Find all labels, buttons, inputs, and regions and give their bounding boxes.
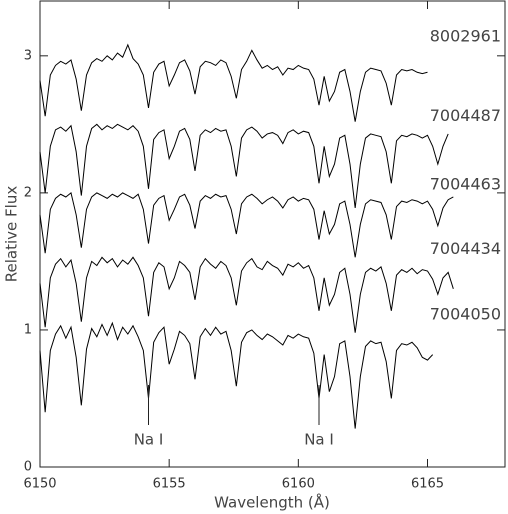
y-tick-label: 0	[24, 460, 32, 475]
spectrum-line	[39, 43, 428, 122]
annotation: Na I	[304, 431, 334, 449]
y-tick-label: 1	[24, 322, 32, 337]
x-tick-label: 6165	[411, 477, 444, 492]
spectrum-line	[39, 321, 434, 429]
x-tick-label: 6155	[153, 477, 186, 492]
plot-frame	[39, 0, 506, 468]
series-label: 7004487	[430, 106, 501, 125]
spectrum-line	[39, 191, 454, 258]
series-label: 7004463	[430, 174, 501, 193]
annotation: Na I	[134, 431, 164, 449]
x-tick-label: 6150	[23, 477, 56, 492]
series-label: 7004434	[430, 239, 501, 258]
x-tick-label: 6160	[282, 477, 315, 492]
spectrum-line	[39, 256, 454, 333]
y-tick-label: 2	[24, 185, 32, 200]
x-axis-title: Wavelength (Å)	[214, 493, 330, 512]
series-label: 8002961	[430, 26, 501, 45]
y-axis-title: Relative Flux	[3, 186, 21, 283]
series-label: 7004050	[430, 305, 501, 324]
spectrum-line	[39, 123, 449, 209]
y-tick-label: 3	[24, 48, 32, 63]
